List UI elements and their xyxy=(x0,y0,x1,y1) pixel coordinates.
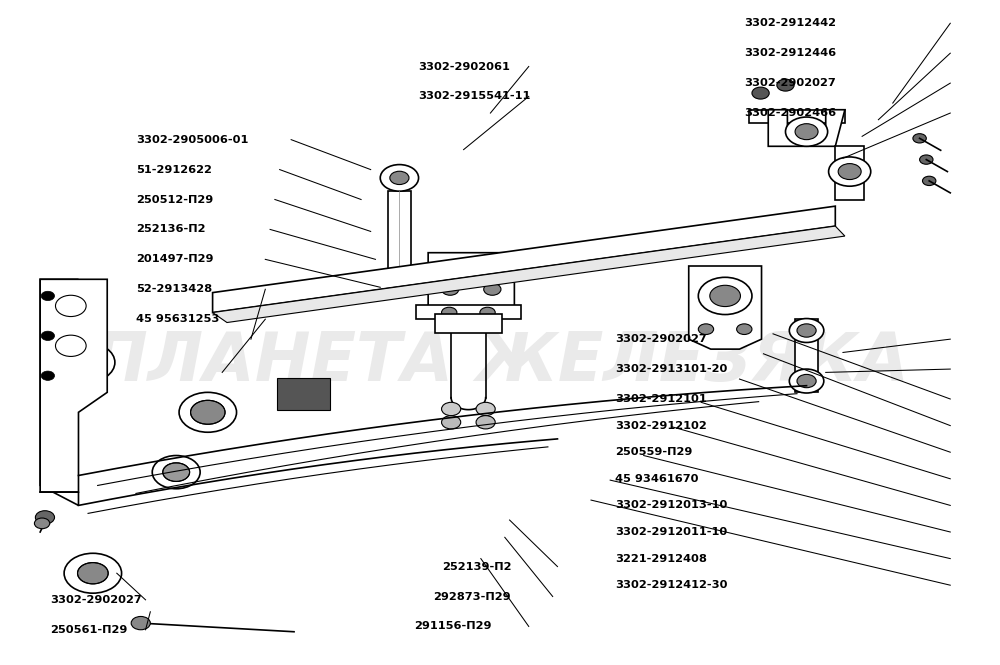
Circle shape xyxy=(484,263,501,275)
Text: 291156-П29: 291156-П29 xyxy=(414,621,491,632)
Circle shape xyxy=(442,416,461,429)
Text: 52-2913428: 52-2913428 xyxy=(136,284,212,295)
Circle shape xyxy=(191,400,225,424)
Circle shape xyxy=(710,285,740,307)
Polygon shape xyxy=(40,279,107,492)
Text: 250561-П29: 250561-П29 xyxy=(50,624,127,635)
Circle shape xyxy=(737,324,752,334)
Circle shape xyxy=(789,319,824,342)
Circle shape xyxy=(442,283,459,295)
Circle shape xyxy=(920,155,933,164)
Polygon shape xyxy=(749,110,845,123)
Text: 3302-2912102: 3302-2912102 xyxy=(615,420,707,431)
Circle shape xyxy=(795,124,818,140)
Polygon shape xyxy=(768,110,845,146)
Text: 3302-2902466: 3302-2902466 xyxy=(744,108,836,118)
Text: 201497-П29: 201497-П29 xyxy=(136,254,213,265)
Text: 250512-П29: 250512-П29 xyxy=(136,194,213,205)
Circle shape xyxy=(797,324,816,337)
Polygon shape xyxy=(40,279,78,505)
Circle shape xyxy=(71,352,101,373)
Text: 252139-П2: 252139-П2 xyxy=(443,561,512,572)
Text: 3302-2913101-20: 3302-2913101-20 xyxy=(615,364,727,374)
Text: 292873-П29: 292873-П29 xyxy=(433,591,511,602)
Text: 3302-2902027: 3302-2902027 xyxy=(615,334,707,344)
Circle shape xyxy=(131,616,150,630)
Polygon shape xyxy=(428,253,514,323)
Circle shape xyxy=(476,416,495,429)
Circle shape xyxy=(179,392,237,432)
Text: 45 93461670: 45 93461670 xyxy=(615,473,698,484)
Polygon shape xyxy=(795,319,818,392)
Text: 3302-2912011-10: 3302-2912011-10 xyxy=(615,527,727,537)
Circle shape xyxy=(480,307,495,318)
Text: ПЛАНЕТА ЖЕЛЕЗЯКА: ПЛАНЕТА ЖЕЛЕЗЯКА xyxy=(92,329,908,396)
Circle shape xyxy=(152,456,200,489)
Circle shape xyxy=(442,402,461,416)
Text: 250559-П29: 250559-П29 xyxy=(615,447,692,458)
Circle shape xyxy=(476,402,495,416)
Circle shape xyxy=(442,263,459,275)
Polygon shape xyxy=(435,314,502,332)
Bar xyxy=(277,378,330,410)
Circle shape xyxy=(777,79,794,91)
Circle shape xyxy=(442,307,457,318)
Circle shape xyxy=(797,374,816,388)
Polygon shape xyxy=(388,192,411,288)
Circle shape xyxy=(78,563,108,584)
Text: 3302-2915541-11: 3302-2915541-11 xyxy=(419,91,531,102)
Text: 45 95631253: 45 95631253 xyxy=(136,314,219,325)
Circle shape xyxy=(829,157,871,186)
Circle shape xyxy=(41,371,55,380)
Circle shape xyxy=(390,172,409,184)
Text: 3302-2912446: 3302-2912446 xyxy=(744,48,836,59)
Text: 3302-2902027: 3302-2902027 xyxy=(50,595,141,605)
Text: 3302-2912412-30: 3302-2912412-30 xyxy=(615,580,727,591)
Circle shape xyxy=(484,283,501,295)
Polygon shape xyxy=(835,146,864,200)
Circle shape xyxy=(380,165,419,192)
Circle shape xyxy=(698,324,714,334)
Circle shape xyxy=(838,164,861,180)
Polygon shape xyxy=(416,305,521,319)
Circle shape xyxy=(913,134,926,143)
Text: 51-2912622: 51-2912622 xyxy=(136,164,212,175)
Circle shape xyxy=(41,331,55,340)
Polygon shape xyxy=(213,206,835,313)
Circle shape xyxy=(64,553,122,593)
Circle shape xyxy=(34,518,50,529)
Circle shape xyxy=(41,291,55,301)
Circle shape xyxy=(789,369,824,393)
Text: 3302-2902027: 3302-2902027 xyxy=(744,78,836,88)
Text: 3302-2905006-01: 3302-2905006-01 xyxy=(136,134,248,145)
Polygon shape xyxy=(689,266,762,349)
Text: 252136-П2: 252136-П2 xyxy=(136,224,205,235)
Circle shape xyxy=(922,176,936,186)
Text: 3302-2912013-10: 3302-2912013-10 xyxy=(615,500,727,511)
Circle shape xyxy=(163,463,190,481)
Circle shape xyxy=(57,342,115,382)
Text: 3302-2902061: 3302-2902061 xyxy=(419,61,510,72)
Circle shape xyxy=(35,511,55,524)
Text: 3221-2912408: 3221-2912408 xyxy=(615,553,707,564)
Circle shape xyxy=(785,117,828,146)
Text: 3302-2912101: 3302-2912101 xyxy=(615,394,707,404)
Polygon shape xyxy=(213,226,845,323)
Text: 3302-2912442: 3302-2912442 xyxy=(744,18,836,29)
Circle shape xyxy=(698,277,752,315)
Circle shape xyxy=(752,87,769,99)
